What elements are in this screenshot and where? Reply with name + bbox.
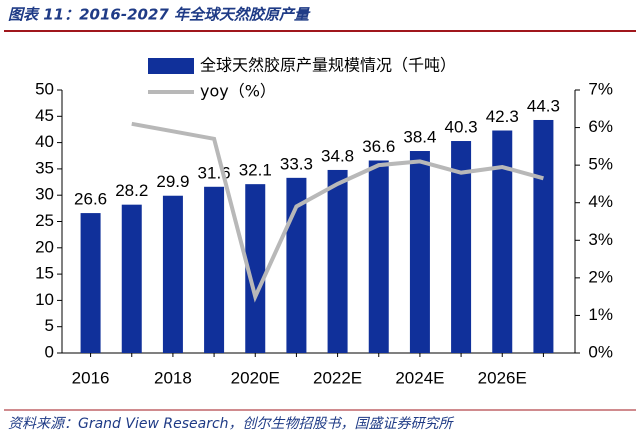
- value-label: 28.2: [115, 181, 148, 200]
- y-tick-label: 25: [35, 211, 54, 230]
- y-tick-label: 15: [35, 264, 54, 283]
- bar: [492, 130, 513, 353]
- y2-tick-label: 4%: [588, 192, 613, 211]
- value-label: 29.9: [156, 172, 189, 191]
- y2-tick-label: 0%: [588, 342, 613, 361]
- value-label: 42.3: [486, 107, 519, 126]
- bar: [368, 160, 389, 353]
- y-tick-label: 35: [35, 158, 54, 177]
- x-tick-label: 2020E: [231, 368, 280, 387]
- bar: [245, 184, 266, 353]
- y-tick-label: 40: [35, 132, 54, 151]
- bar: [162, 195, 183, 353]
- value-label: 40.3: [445, 118, 478, 137]
- value-label: 44.3: [527, 96, 560, 115]
- bar: [121, 204, 142, 353]
- x-tick-label: 2022E: [313, 368, 362, 387]
- bar: [80, 213, 101, 353]
- x-tick-label: 2026E: [478, 368, 527, 387]
- y-tick-label: 50: [35, 79, 54, 98]
- y-tick-label: 20: [35, 237, 54, 256]
- legend-label: 全球天然胶原产量规模情况（千吨）: [200, 56, 456, 75]
- x-tick-label: 2018: [154, 368, 192, 387]
- bar: [204, 186, 225, 353]
- y-tick-label: 30: [35, 185, 54, 204]
- y2-tick-label: 6%: [588, 117, 613, 136]
- y-tick-label: 0: [45, 342, 54, 361]
- chart-title: 图表 11：2016-2027 年全球天然胶原产量: [8, 6, 311, 24]
- y2-tick-label: 1%: [588, 305, 613, 324]
- value-label: 32.1: [239, 161, 272, 180]
- source: 资料来源：Grand View Research，创尔生物招股书，国盛证券研究所: [8, 416, 455, 432]
- x-tick-label: 2016: [72, 368, 110, 387]
- bar: [327, 169, 348, 353]
- y2-tick-label: 2%: [588, 267, 613, 286]
- legend-label: yoy（%）: [200, 82, 276, 101]
- value-label: 36.6: [362, 137, 395, 156]
- value-label: 33.3: [280, 154, 313, 173]
- y2-tick-label: 7%: [588, 79, 613, 98]
- bar: [451, 141, 472, 353]
- line: [131, 121, 544, 303]
- y-tick-label: 5: [45, 316, 54, 335]
- bar: [533, 119, 554, 354]
- x-tick-label: 2024E: [395, 368, 444, 387]
- y2-tick-label: 5%: [588, 155, 613, 174]
- y-tick-label: 10: [35, 290, 54, 309]
- bar: [409, 151, 430, 353]
- value-label: 34.8: [321, 146, 354, 165]
- value-label: 38.4: [403, 128, 436, 147]
- y2-tick-label: 3%: [588, 230, 613, 249]
- legend-swatch: [148, 58, 194, 74]
- value-label: 26.6: [74, 190, 107, 209]
- y-tick-label: 45: [35, 106, 54, 125]
